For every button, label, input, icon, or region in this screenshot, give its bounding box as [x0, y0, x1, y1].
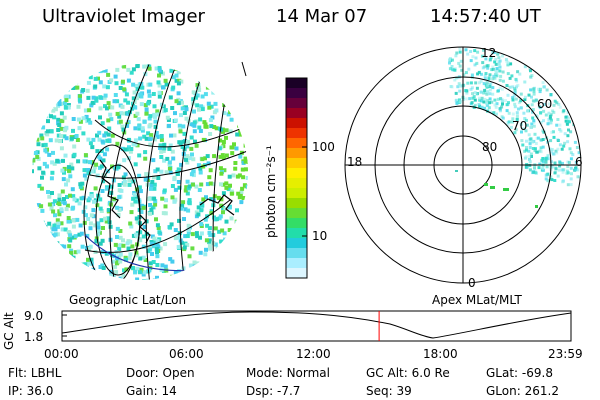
tick-mark: [241, 61, 247, 77]
footer-gain: Gain: 14: [126, 384, 177, 398]
lat-label-80: 80: [482, 140, 498, 154]
timeline-ytick-high: 9.0: [24, 309, 44, 323]
footer-dsp: Dsp: -7.7: [246, 384, 301, 398]
date-label: 14 Mar 07: [276, 6, 368, 27]
colorbar-tick-100: 100: [312, 140, 335, 154]
mlt-label-12: 12: [481, 46, 497, 60]
color-scale-bar: [285, 77, 308, 279]
altitude-timeline: [61, 310, 572, 342]
lat-label-70: 70: [512, 119, 528, 133]
polar-image: [344, 46, 582, 284]
timeline-xtick-0000: 00:00: [44, 347, 79, 361]
footer-gc-alt: GC Alt: 6.0 Re: [366, 366, 450, 380]
footer-mode: Mode: Normal: [246, 366, 330, 380]
colorbar-tick-10: 10: [312, 229, 328, 243]
lat-label-60: 60: [537, 97, 553, 111]
colorbar-unit-label: photon cm⁻²s⁻¹: [264, 145, 278, 238]
footer-ip: IP: 36.0: [8, 384, 54, 398]
mlt-label-18: 18: [347, 155, 363, 169]
right-panel-label: Apex MLat/MLT: [432, 293, 522, 307]
footer-glat: GLat: -69.8: [486, 366, 553, 380]
aurora-speckle-right: [448, 47, 581, 187]
timeline-xtick-0600: 06:00: [169, 347, 204, 361]
mlt-label-6: 6: [575, 155, 583, 169]
app-title: Ultraviolet Imager: [42, 6, 205, 27]
timeline-xtick-1800: 18:00: [423, 347, 458, 361]
footer-flt: Flt: LBHL: [8, 366, 62, 380]
altitude-curve: [61, 311, 572, 339]
timeline-ylabel: GC Alt: [2, 312, 16, 350]
coastline: [99, 159, 235, 244]
footer-seq: Seq: 39: [366, 384, 412, 398]
timeline-xtick-1200: 12:00: [296, 347, 331, 361]
bright-spots: [455, 170, 538, 208]
timeline-xtick-2359: 23:59: [548, 347, 583, 361]
lat-lon-grid: [83, 64, 248, 280]
left-panel-label: Geographic Lat/Lon: [69, 293, 187, 307]
geographic-image: [32, 64, 248, 280]
mlt-label-0: 0: [468, 276, 476, 290]
footer-door: Door: Open: [126, 366, 195, 380]
footer-glon: GLon: 261.2: [486, 384, 559, 398]
timeline-ytick-low: 1.8: [24, 330, 44, 344]
time-label: 14:57:40 UT: [430, 6, 541, 27]
